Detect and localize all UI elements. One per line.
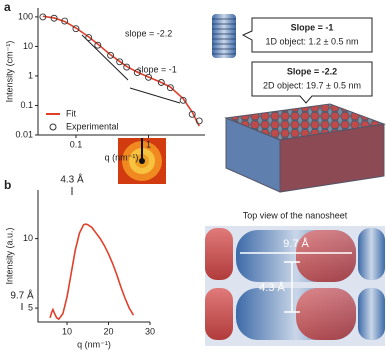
x-tick-label: 1 [146, 139, 151, 149]
distance-label: 4.3 Å [259, 281, 285, 294]
y-tick-label: 5 [28, 302, 33, 312]
x-tick-label: 20 [104, 326, 114, 336]
marker [116, 58, 124, 66]
marker [179, 96, 187, 104]
marker [133, 69, 141, 77]
annotation: slope = -2.2 [125, 28, 172, 38]
marker [39, 13, 47, 21]
nanosheet-block [224, 103, 386, 193]
y-tick-label: 10 [23, 233, 33, 243]
x-tick-label: 30 [145, 326, 155, 336]
distance-label: 9.7 Å [283, 237, 309, 250]
marker [50, 14, 58, 22]
y-tick-label: 10 [23, 41, 33, 51]
marker [188, 110, 196, 118]
callout-title: Slope = -2.2 [287, 66, 337, 76]
marker [195, 117, 203, 125]
y-axis-label: Intensity (a.u.) [4, 227, 14, 284]
marker [94, 41, 102, 49]
x-axis-label: q (nm⁻¹) [105, 152, 139, 162]
y-axis-label: Intensity (cm⁻¹) [4, 41, 14, 103]
callout-title: Slope = -1 [291, 22, 334, 32]
x-axis-label: q (nm⁻¹) [77, 339, 111, 349]
legend-label: Experimental [66, 121, 119, 131]
callout-text: 2D object: 19.7 ± 0.5 nm [263, 80, 361, 90]
y-tick-label: 0.1 [20, 100, 33, 110]
marker [123, 63, 131, 71]
slope-guide [129, 87, 181, 104]
marker [107, 51, 115, 59]
x-tick-label: 0.1 [70, 139, 83, 149]
marker [157, 79, 165, 86]
marker [166, 84, 174, 92]
legend-label: Fit [66, 108, 76, 118]
nanosheet-top-view [205, 226, 385, 346]
legend-swatch [49, 123, 57, 131]
axis [37, 190, 150, 323]
y-tick-label: 1 [28, 70, 33, 80]
callout: Slope = -1 1D object: 1.2 ± 0.5 nm [241, 17, 373, 53]
marker [85, 34, 93, 41]
marker [145, 73, 152, 81]
marker [72, 25, 80, 33]
panel-label: a [4, 0, 11, 14]
y-tick-label: 0.01 [15, 129, 33, 139]
x-tick-label: 10 [62, 326, 72, 336]
disk-stack [212, 14, 236, 58]
slope-guide [81, 34, 129, 81]
diffraction-inset [118, 138, 166, 184]
marker [61, 17, 69, 25]
annotation: slope = -1 [137, 64, 177, 74]
line [49, 223, 135, 321]
annotation: 4.3 Å [60, 173, 84, 186]
panel-label: b [4, 178, 11, 192]
line [42, 15, 200, 127]
callout-text: 1D object: 1.2 ± 0.5 nm [266, 36, 359, 46]
callout: Slope = -2.2 2D object: 19.7 ± 0.5 nm [251, 61, 373, 104]
annotation: 9.7 Å [10, 289, 34, 302]
nanosheet-title: Top view of the nanosheet [243, 210, 348, 220]
y-tick-label: 100 [18, 11, 33, 21]
axis [37, 8, 205, 136]
